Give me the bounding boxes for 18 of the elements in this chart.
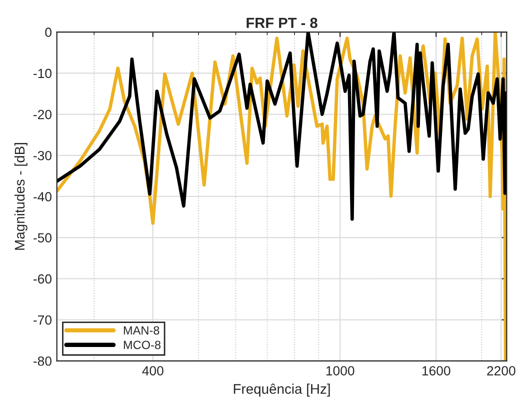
y-tick-label: -60: [34, 274, 52, 284]
y-tick-label: -30: [34, 150, 52, 160]
x-tick-label: 1000: [326, 366, 354, 376]
y-tick-label: -70: [34, 315, 52, 325]
x-tick-label: 400: [142, 366, 164, 376]
legend-label: MCO-8: [124, 340, 161, 350]
y-axis-title: Magnitudes - [dB]: [14, 143, 28, 250]
y-tick-label: -20: [34, 110, 52, 120]
x-tick-label: 2200: [487, 366, 516, 376]
y-tick-label: -40: [34, 192, 52, 202]
y-tick-label: -50: [34, 233, 52, 243]
legend-label: MAN-8: [124, 326, 160, 335]
y-tick-label: -10: [34, 68, 52, 78]
x-axis-title: Frequência [Hz]: [234, 384, 330, 397]
y-tick-label: 0: [45, 28, 52, 37]
x-tick-label: 1600: [422, 366, 450, 376]
chart-title: FRF PT - 8: [246, 18, 318, 28]
y-tick-label: -80: [34, 356, 52, 366]
